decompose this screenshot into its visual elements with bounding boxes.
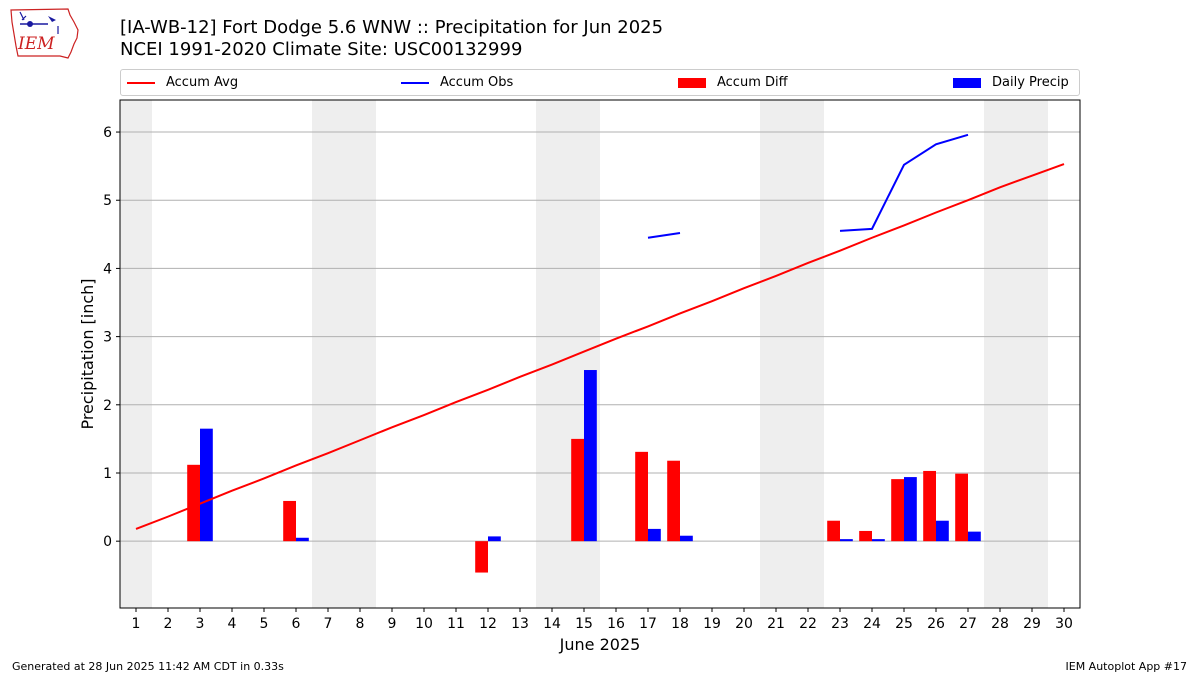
y-tick-label-0: 0: [103, 534, 112, 550]
bar-daily-precip-3: [200, 428, 213, 542]
x-tick-label-24: 24: [863, 616, 881, 632]
x-tick-label-25: 25: [895, 616, 913, 632]
legend-item-accum-obs: Accum Obs: [401, 70, 513, 95]
x-tick-label-23: 23: [831, 616, 849, 632]
x-tick-label-3: 3: [196, 616, 205, 632]
chart-title: [IA-WB-12] Fort Dodge 5.6 WNW :: Precipi…: [120, 17, 664, 38]
legend-item-daily-precip: Daily Precip: [953, 70, 1069, 95]
x-tick-label-13: 13: [511, 616, 529, 632]
legend-item-accum-diff: Accum Diff: [678, 70, 788, 95]
bar-daily-precip-12: [488, 536, 501, 542]
x-tick-label-7: 7: [324, 616, 333, 632]
legend-swatch-accum-avg: [127, 81, 155, 84]
legend-label-accum-diff: Accum Diff: [717, 75, 788, 90]
bar-daily-precip-6: [296, 537, 309, 542]
accum-avg-line-0: [135, 163, 1065, 530]
y-tick-label-3: 3: [103, 330, 112, 346]
x-tick-label-28: 28: [991, 616, 1009, 632]
accum-obs-line-0: [647, 231, 681, 239]
bar-daily-precip-27: [968, 531, 981, 542]
legend-label-daily-precip: Daily Precip: [992, 75, 1069, 90]
bar-daily-precip-26: [936, 520, 949, 542]
logo-text: IEM: [17, 34, 55, 54]
x-tick-label-2: 2: [164, 616, 173, 632]
x-tick-label-8: 8: [356, 616, 365, 632]
y-tick-label-5: 5: [103, 193, 112, 209]
legend-label-accum-obs: Accum Obs: [440, 75, 514, 90]
bar-accum-diff-24: [859, 530, 872, 542]
chart-subtitle: NCEI 1991-2020 Climate Site: USC00132999: [120, 39, 523, 60]
y-tick-label-4: 4: [103, 261, 112, 277]
bar-accum-diff-17: [635, 451, 648, 542]
weekend-shade-0: [120, 100, 152, 608]
bar-daily-precip-17: [648, 528, 661, 542]
legend-label-accum-avg: Accum Avg: [166, 75, 239, 90]
x-axis-label: June 2025: [559, 635, 641, 654]
plot-frame: [119, 99, 1081, 609]
legend-swatch-accum-obs: [401, 81, 429, 84]
y-tick-label-1: 1: [103, 466, 112, 482]
bar-daily-precip-15: [584, 370, 597, 542]
x-tick-label-20: 20: [735, 616, 753, 632]
bar-daily-precip-24: [872, 539, 885, 542]
footer-generated-text: Generated at 28 Jun 2025 11:42 AM CDT in…: [12, 660, 284, 673]
x-tick-label-30: 30: [1055, 616, 1073, 632]
bar-accum-diff-3: [187, 464, 200, 542]
legend-swatch-accum-diff: [678, 77, 706, 88]
x-tick-label-12: 12: [479, 616, 497, 632]
y-tick-label-2: 2: [103, 398, 112, 414]
legend-item-accum-avg: Accum Avg: [127, 70, 238, 95]
x-tick-label-4: 4: [228, 616, 237, 632]
footer-app-text: IEM Autoplot App #17: [1065, 660, 1188, 673]
weekend-shade-4: [984, 100, 1048, 608]
bar-accum-diff-18: [667, 460, 680, 542]
x-tick-label-10: 10: [415, 616, 433, 632]
bar-accum-diff-23: [827, 520, 840, 542]
bar-daily-precip-18: [680, 535, 693, 542]
iem-iowa-logo-icon: IEM: [10, 8, 79, 59]
x-tick-label-21: 21: [767, 616, 785, 632]
x-tick-label-29: 29: [1023, 616, 1041, 632]
x-tick-label-26: 26: [927, 616, 945, 632]
weekend-shade-1: [312, 100, 376, 608]
bar-daily-precip-25: [904, 477, 917, 542]
x-tick-label-5: 5: [260, 616, 269, 632]
x-tick-label-14: 14: [543, 616, 561, 632]
bar-accum-diff-27: [955, 473, 968, 542]
x-tick-label-9: 9: [388, 616, 397, 632]
bar-accum-diff-25: [891, 479, 904, 542]
bar-accum-diff-15: [571, 438, 584, 542]
x-tick-label-22: 22: [799, 616, 817, 632]
x-tick-label-15: 15: [575, 616, 593, 632]
x-tick-label-6: 6: [292, 616, 301, 632]
x-tick-label-17: 17: [639, 616, 657, 632]
x-tick-label-19: 19: [703, 616, 721, 632]
bar-accum-diff-26: [923, 470, 936, 542]
x-tick-label-1: 1: [132, 616, 141, 632]
x-tick-label-16: 16: [607, 616, 625, 632]
x-tick-label-27: 27: [959, 616, 977, 632]
y-tick-label-6: 6: [103, 125, 112, 141]
accum-obs-line-1: [839, 133, 969, 232]
legend-swatch-daily-precip: [953, 77, 981, 88]
y-axis-label: Precipitation [inch]: [78, 278, 97, 429]
x-tick-label-11: 11: [447, 616, 465, 632]
x-tick-label-18: 18: [671, 616, 689, 632]
bar-accum-diff-12: [475, 541, 488, 573]
bar-accum-diff-6: [283, 500, 296, 542]
legend: Accum Avg Accum Obs Accum Diff Daily Pre…: [120, 69, 1080, 96]
weekend-shade-3: [760, 100, 824, 608]
bar-daily-precip-23: [840, 539, 853, 542]
